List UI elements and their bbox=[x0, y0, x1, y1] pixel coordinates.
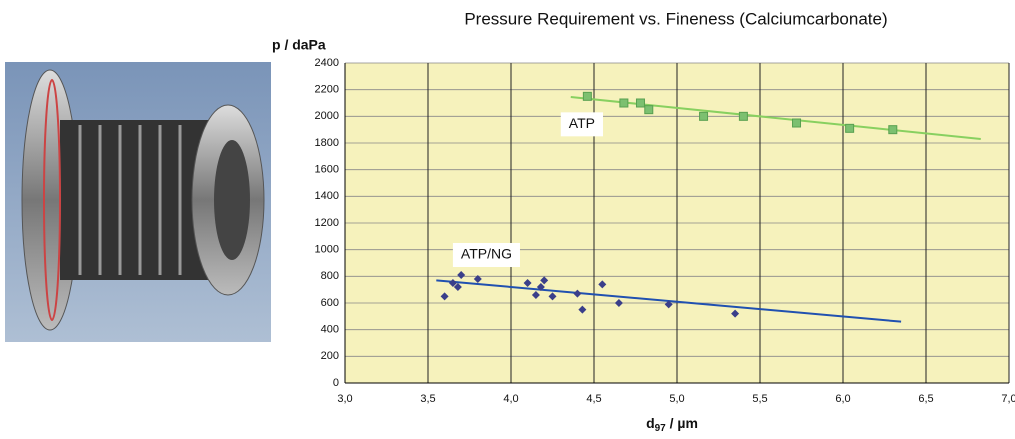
y-tick-label: 0 bbox=[333, 377, 339, 389]
x-tick-label: 6,0 bbox=[835, 393, 850, 405]
point bbox=[573, 289, 582, 298]
y-tick-label: 600 bbox=[321, 297, 339, 309]
x-tick-label: 5,0 bbox=[669, 393, 684, 405]
series-label: ATP/NG bbox=[461, 246, 512, 262]
point bbox=[457, 271, 466, 279]
y-tick-label: 400 bbox=[321, 324, 339, 336]
point bbox=[440, 292, 449, 301]
y-tick-label: 2200 bbox=[315, 84, 339, 96]
point bbox=[531, 291, 540, 299]
point bbox=[540, 276, 549, 285]
point bbox=[845, 123, 855, 133]
point bbox=[598, 280, 607, 289]
point bbox=[635, 98, 645, 108]
series-label: ATP bbox=[569, 115, 595, 131]
point bbox=[888, 125, 898, 135]
y-tick-label: 1400 bbox=[315, 190, 339, 202]
point bbox=[738, 111, 748, 121]
point bbox=[664, 300, 673, 309]
point bbox=[453, 283, 462, 291]
y-tick-label: 1000 bbox=[315, 244, 339, 256]
point bbox=[473, 275, 482, 283]
y-axis-label: p / daPa bbox=[272, 37, 326, 53]
y-tick-label: 1600 bbox=[315, 164, 339, 176]
point bbox=[536, 283, 545, 291]
series-label-box bbox=[452, 243, 520, 267]
point bbox=[619, 98, 629, 108]
x-tick-label: 6,5 bbox=[918, 393, 933, 405]
y-tick-label: 2000 bbox=[315, 110, 339, 122]
point bbox=[699, 111, 709, 121]
point bbox=[644, 105, 654, 115]
x-tick-label: 4,0 bbox=[503, 393, 518, 405]
point bbox=[448, 279, 457, 287]
x-tick-label: 5,5 bbox=[752, 393, 767, 405]
chart-title: Pressure Requirement vs. Fineness (Calci… bbox=[464, 9, 887, 28]
point bbox=[548, 292, 557, 301]
point bbox=[578, 305, 587, 314]
x-axis-label: d97 / µm bbox=[646, 415, 698, 434]
y-tick-label: 1200 bbox=[315, 217, 339, 229]
point bbox=[614, 299, 623, 307]
point bbox=[523, 279, 532, 287]
x-tick-label: 7,0 bbox=[1001, 393, 1015, 405]
point bbox=[792, 118, 802, 128]
series-label-box bbox=[560, 112, 604, 137]
point bbox=[582, 91, 592, 101]
x-tick-label: 3,5 bbox=[420, 393, 435, 405]
y-tick-label: 800 bbox=[321, 270, 339, 282]
x-tick-label: 4,5 bbox=[586, 393, 601, 405]
x-tick-label: 3,0 bbox=[337, 393, 352, 405]
y-tick-label: 1800 bbox=[315, 137, 339, 149]
y-tick-label: 200 bbox=[321, 350, 339, 362]
y-tick-label: 2400 bbox=[315, 57, 339, 69]
product-photo bbox=[5, 62, 271, 342]
point bbox=[731, 309, 740, 318]
